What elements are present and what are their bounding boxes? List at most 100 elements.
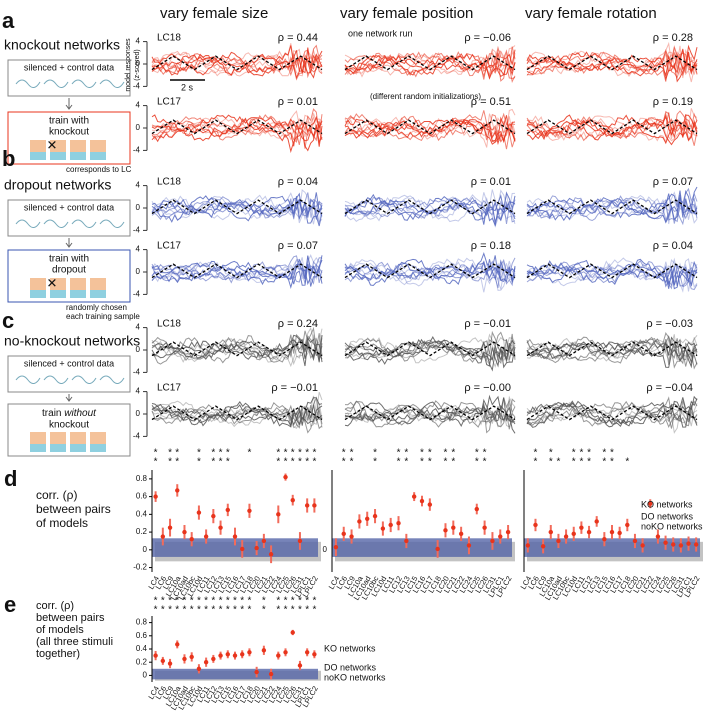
cell-label: LC18 — [157, 33, 181, 44]
trace-illustration — [151, 116, 323, 138]
target-trace-illustration — [526, 341, 698, 357]
trace-illustration — [344, 260, 516, 289]
ko-point — [182, 656, 187, 662]
y-tick-label: 0 — [136, 345, 141, 354]
target-trace-illustration — [526, 405, 698, 421]
rho-label: ρ = −0.06 — [464, 32, 511, 44]
annotation-sub: (different random initializations) — [370, 92, 481, 101]
scale-bar-label: 2 s — [181, 82, 194, 92]
trace-illustration — [344, 257, 516, 283]
rho-label: ρ = −0.03 — [646, 318, 693, 330]
ko-point — [640, 543, 645, 548]
train-box — [7, 249, 131, 303]
trace-illustration — [151, 326, 323, 365]
ko-point — [556, 538, 561, 544]
network-title: knockout networks — [4, 37, 120, 53]
target-trace-illustration — [344, 55, 516, 71]
fly-icon — [43, 79, 69, 88]
trace-illustration — [344, 189, 516, 223]
y-tick-label: 0.4 — [136, 509, 148, 518]
target-trace-illustration — [151, 405, 323, 421]
ko-point — [240, 546, 245, 552]
trace-illustration — [344, 337, 516, 366]
do-star: * — [373, 457, 377, 468]
ko-point — [153, 494, 158, 499]
ko-point — [419, 498, 425, 504]
trace-illustration — [151, 194, 323, 221]
ko-point — [218, 525, 223, 530]
panel-label: of models — [36, 624, 84, 636]
fly-icon — [71, 79, 97, 88]
y-tick-label: 4 — [136, 323, 141, 332]
trace-illustration — [344, 330, 516, 360]
ko-point — [160, 658, 166, 664]
legend-entry: noKO networks — [641, 521, 703, 531]
ko-point — [167, 661, 173, 666]
panel-label: between pairs — [36, 612, 105, 624]
ko-star: * — [373, 448, 377, 459]
trace-illustration — [526, 51, 698, 83]
ko-point — [304, 650, 310, 655]
ko-star: * — [451, 448, 455, 459]
do-star: * — [204, 605, 208, 616]
do-star: * — [226, 605, 230, 616]
do-star: * — [168, 605, 172, 616]
trace-illustration — [526, 336, 698, 364]
train-box — [7, 111, 131, 165]
do-star: * — [175, 605, 179, 616]
ko-point — [211, 513, 216, 519]
y-tick-label: 0 — [323, 545, 328, 554]
target-trace-illustration — [151, 55, 323, 71]
ko-point — [663, 540, 668, 545]
ko-point — [312, 652, 317, 657]
do-star: * — [587, 457, 591, 468]
ko-star: * — [312, 448, 316, 459]
trace-illustration — [344, 258, 516, 293]
panel-letter: a — [2, 8, 15, 33]
ko-point — [283, 650, 288, 655]
target-trace-illustration — [344, 341, 516, 357]
ko-point — [548, 529, 553, 535]
ko-star: * — [276, 448, 280, 459]
target-trace-illustration — [151, 119, 323, 135]
ko-star: * — [298, 596, 302, 607]
rho-label: ρ = 0.18 — [471, 240, 511, 252]
ko-point — [196, 510, 202, 515]
ko-point — [458, 531, 464, 537]
ko-point — [225, 652, 230, 657]
y-tick-label: 4 — [136, 101, 141, 110]
ko-star: * — [233, 596, 237, 607]
trace-illustration — [526, 400, 698, 428]
ko-point — [655, 534, 661, 539]
target-trace-illustration — [344, 263, 516, 279]
ko-point — [218, 653, 223, 658]
ko-star: * — [211, 448, 215, 459]
trace-illustration — [526, 336, 698, 370]
do-star: * — [305, 605, 309, 616]
trace-illustration — [526, 52, 698, 82]
panel-letter: d — [4, 466, 17, 491]
do-star: * — [183, 605, 187, 616]
trace-illustration — [344, 251, 516, 287]
panel-label: (all three stimuli — [36, 636, 113, 648]
ko-point — [388, 522, 393, 528]
ko-point — [617, 530, 622, 536]
trace-illustration — [526, 189, 698, 219]
ko-point — [571, 531, 576, 537]
ko-point — [372, 513, 378, 519]
ko-point — [466, 543, 472, 548]
rho-label: ρ = 0.04 — [278, 176, 318, 188]
do-star: * — [420, 457, 424, 468]
do-star: * — [556, 457, 560, 468]
column-header: vary female rotation — [525, 5, 657, 22]
fly-icon — [15, 219, 41, 228]
train-box-label: train without — [42, 408, 97, 419]
do-star: * — [534, 457, 538, 468]
ko-point — [357, 519, 362, 524]
y-tick-label: 4 — [136, 245, 141, 254]
cell-label: LC17 — [157, 383, 181, 394]
rho-label: ρ = −0.00 — [464, 382, 511, 394]
trace-illustration — [344, 108, 516, 148]
target-trace-illustration — [344, 199, 516, 215]
